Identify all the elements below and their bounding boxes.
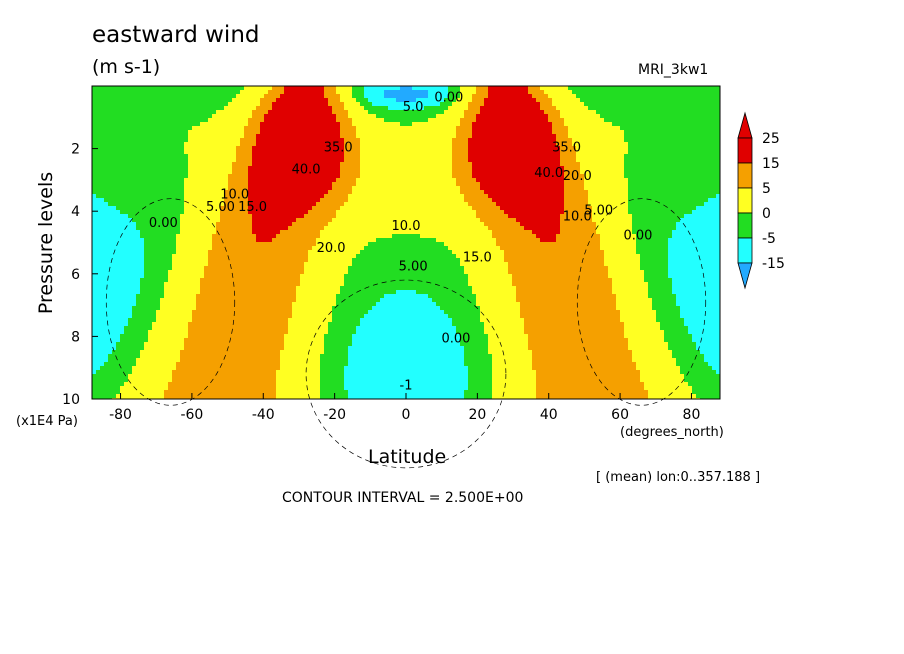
x-tick-label: -60 — [180, 407, 203, 423]
colorbar-segment — [737, 212, 753, 239]
contour-field — [92, 86, 721, 400]
contour-label: 40.0 — [534, 166, 563, 181]
colorbar-segment — [737, 187, 753, 214]
x-tick-label: 0 — [402, 407, 411, 423]
colorbar-top-arrow — [737, 111, 753, 139]
y-tick-label: 6 — [71, 267, 80, 283]
contour-label: 40.0 — [292, 163, 321, 178]
contour-labels: 40.035.040.035.020.010.015.05.000.00 10.0… — [149, 91, 653, 394]
dashed-contour — [305, 279, 507, 469]
contour-label: 5.00 — [206, 200, 235, 215]
chart-units: (m s-1) — [92, 56, 161, 78]
colorbar-segment — [737, 237, 753, 264]
contour-label: 20.0 — [317, 241, 346, 256]
contour-label: 0.00 — [441, 332, 470, 347]
y-tick-label: 4 — [71, 204, 80, 220]
contour-label: 15.0 — [463, 250, 492, 265]
colorbar-label: -5 — [762, 231, 776, 247]
contour-label: 0.00 — [434, 91, 463, 106]
contour-label: 5.00 — [584, 203, 613, 218]
colorbar-label: 15 — [762, 156, 780, 172]
dashed-contour — [576, 198, 707, 406]
model-name: MRI_3kw1 — [638, 62, 709, 78]
contour-label: 10.0 — [563, 210, 592, 225]
contour-label: -1 — [400, 379, 413, 394]
x-tick-label: 40 — [540, 407, 558, 423]
x-tick-label: 80 — [683, 407, 701, 423]
contour-interval: CONTOUR INTERVAL = 2.500E+00 — [282, 490, 524, 506]
x-tick-label: -20 — [323, 407, 346, 423]
contour-label: 15.0 — [238, 200, 267, 215]
colorbar-label: 0 — [762, 206, 771, 222]
region-note: [ (mean) lon:0..357.188 ] — [596, 470, 761, 485]
colorbar-segment — [737, 137, 753, 164]
contour-label: 0.00 — [623, 228, 652, 243]
contour-label: 10.0 — [220, 188, 249, 203]
x-tick-label: -40 — [252, 407, 275, 423]
contour-label: 10.0 — [392, 219, 421, 234]
y-axis: 2 4 6 8 10 — [62, 142, 98, 408]
x-tick-label: -80 — [109, 407, 132, 423]
contour-label: 20.0 — [563, 169, 592, 184]
y-tick-label: 10 — [62, 392, 80, 408]
x-tick-label: 60 — [611, 407, 629, 423]
x-axis: -80 -60 -40 -20 0 20 40 60 80 — [109, 393, 700, 423]
x-tick-label: 20 — [468, 407, 486, 423]
x-axis-units: (degrees_north) — [620, 425, 724, 440]
contour-label: 35.0 — [324, 141, 353, 156]
contour-label: 5.00 — [399, 260, 428, 275]
colorbar-label: 25 — [762, 131, 780, 147]
colorbar-label: 5 — [762, 181, 771, 197]
y-axis-label: Pressure levels — [35, 171, 57, 315]
colorbar: 25 15 5 0 -5 -15 — [737, 111, 785, 290]
x-axis-label: Latitude — [368, 446, 447, 468]
contour-label: 0.00 — [149, 216, 178, 231]
y-tick-label: 2 — [71, 142, 80, 158]
negative-contours — [105, 198, 707, 469]
contour-label: 35.0 — [552, 141, 581, 156]
colorbar-bottom-arrow — [737, 262, 753, 290]
contour-label: 5.0 — [403, 100, 424, 115]
colorbar-segment — [737, 162, 753, 189]
y-tick-label: 8 — [71, 329, 80, 345]
colorbar-label: -15 — [762, 256, 785, 272]
chart-title: eastward wind — [92, 22, 260, 48]
dashed-contour — [105, 198, 236, 406]
y-axis-units: (x1E4 Pa) — [16, 414, 78, 429]
